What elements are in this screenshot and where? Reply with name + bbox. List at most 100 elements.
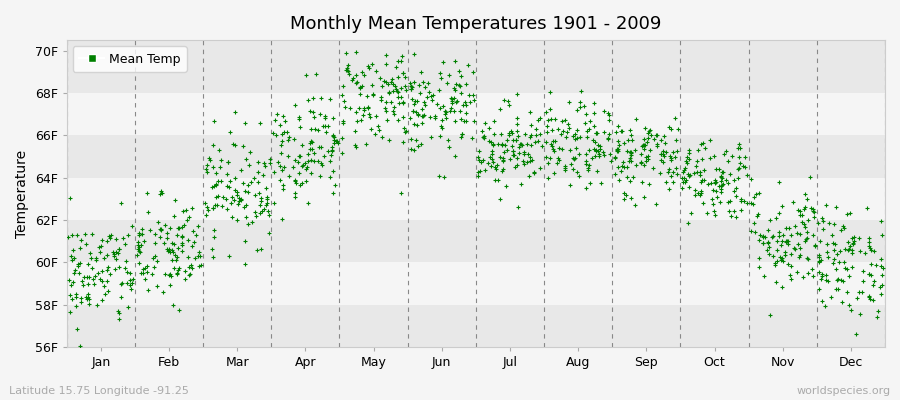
Point xyxy=(543,88,557,95)
Point xyxy=(414,69,428,75)
Point xyxy=(250,179,265,186)
Point xyxy=(163,271,177,278)
Point xyxy=(465,69,480,76)
Point xyxy=(528,139,543,146)
Point xyxy=(184,205,199,211)
Point xyxy=(751,210,765,217)
Point xyxy=(875,232,889,238)
Point xyxy=(573,134,588,141)
Point xyxy=(230,216,244,223)
Point xyxy=(664,157,679,164)
Point xyxy=(693,168,707,175)
Point xyxy=(635,179,650,186)
Point xyxy=(101,264,115,270)
Point xyxy=(209,180,223,187)
Point xyxy=(861,239,876,245)
Point xyxy=(812,269,826,275)
Point xyxy=(721,180,735,186)
Point xyxy=(314,160,328,166)
Point xyxy=(564,161,579,167)
Point xyxy=(433,70,447,76)
Point xyxy=(491,162,505,168)
Point xyxy=(430,101,445,107)
Bar xyxy=(67,135,885,178)
Point xyxy=(275,182,290,188)
Point xyxy=(384,79,399,86)
Point xyxy=(718,148,733,154)
Point xyxy=(610,147,625,154)
Point xyxy=(679,177,693,184)
Point xyxy=(373,126,387,133)
Point xyxy=(749,191,763,198)
Point xyxy=(563,182,578,189)
Point xyxy=(574,88,589,94)
Point xyxy=(620,148,634,154)
Point xyxy=(740,172,754,178)
Point xyxy=(838,246,852,252)
Point xyxy=(724,198,738,204)
Point xyxy=(288,178,302,184)
Point xyxy=(166,264,181,271)
Point xyxy=(416,79,430,86)
Point xyxy=(547,170,562,176)
Point xyxy=(588,139,602,145)
Point xyxy=(806,208,820,214)
Point xyxy=(472,168,486,175)
Point xyxy=(762,217,777,223)
Point xyxy=(395,53,410,59)
Point xyxy=(760,227,775,234)
Point xyxy=(121,268,135,275)
Point xyxy=(389,64,403,71)
Point xyxy=(85,265,99,271)
Point xyxy=(745,201,760,207)
Point xyxy=(152,234,166,241)
Point xyxy=(322,158,337,164)
Point xyxy=(259,185,274,192)
Point xyxy=(68,267,82,274)
Point xyxy=(496,166,510,172)
Point xyxy=(721,198,735,205)
Point xyxy=(64,282,78,288)
Point xyxy=(690,158,705,164)
Point xyxy=(769,279,783,286)
Point xyxy=(816,226,831,233)
Point xyxy=(586,137,600,143)
Point xyxy=(259,194,274,200)
Point xyxy=(766,253,780,260)
Point xyxy=(849,331,863,337)
Point xyxy=(301,151,315,158)
Point xyxy=(325,168,339,174)
Point xyxy=(206,234,220,240)
Point xyxy=(624,131,638,138)
Point xyxy=(132,249,147,255)
Point xyxy=(729,193,743,199)
Point xyxy=(382,89,396,96)
Point xyxy=(654,151,669,157)
Point xyxy=(596,148,610,155)
Point xyxy=(628,202,643,208)
Point xyxy=(167,252,182,258)
Point xyxy=(266,130,280,136)
Point xyxy=(436,58,450,65)
Point xyxy=(231,195,246,201)
Point xyxy=(267,117,282,123)
Point xyxy=(539,154,554,160)
Point xyxy=(681,184,696,190)
Point xyxy=(261,229,275,236)
Point xyxy=(391,93,405,100)
Point xyxy=(120,280,134,286)
Point xyxy=(132,230,147,236)
Point xyxy=(248,192,262,198)
Point xyxy=(829,204,843,210)
Point xyxy=(109,248,123,255)
Point xyxy=(369,68,383,75)
Point xyxy=(379,61,393,67)
Point xyxy=(94,297,109,304)
Point xyxy=(693,192,707,198)
Point xyxy=(694,188,708,195)
Point xyxy=(539,109,554,115)
Point xyxy=(153,191,167,197)
Point xyxy=(266,169,281,175)
Point xyxy=(68,294,83,300)
Point xyxy=(775,203,789,209)
